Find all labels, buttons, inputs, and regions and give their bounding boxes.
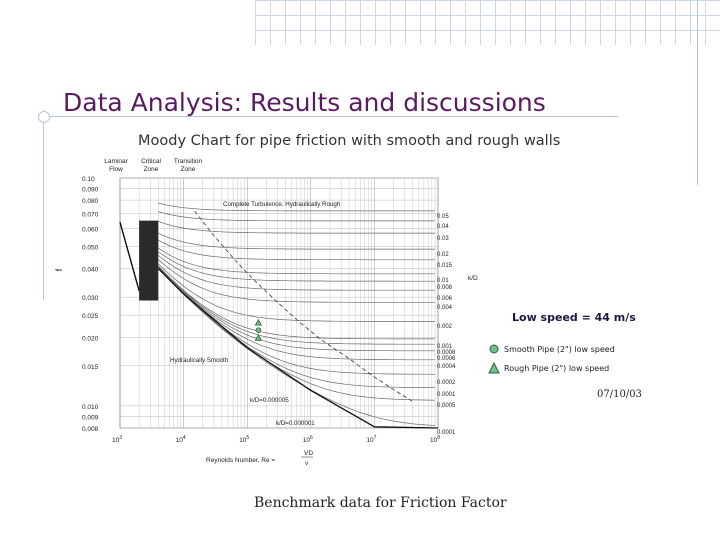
zone-label-laminar: Laminar [104, 158, 128, 165]
roughness-curve [158, 211, 435, 222]
y-tick-label: 0.050 [82, 245, 99, 252]
decorative-grid [255, 0, 720, 45]
triangle-marker-icon [488, 361, 500, 374]
roughness-tick-label: 0.004 [437, 305, 453, 311]
data-point-rough [254, 318, 263, 326]
roughness-tick-label: 0.0004 [437, 364, 456, 370]
y-tick-label: 0.060 [82, 227, 99, 234]
data-point-smooth [255, 327, 262, 333]
roughness-tick-label: 0.01 [437, 278, 449, 284]
roughness-curve [158, 232, 435, 250]
smooth-pipe-curve [157, 268, 439, 429]
roughness-tick-label: 0.002 [437, 324, 453, 330]
roughness-tick-label: 0.0002 [437, 380, 456, 386]
y-tick-label: 0.025 [82, 313, 99, 320]
roughness-curve [158, 265, 435, 345]
x-tick-label: 107 [366, 435, 376, 444]
y-tick-label: 0.070 [82, 211, 99, 218]
roughness-tick-label: 0.02 [437, 252, 449, 258]
roughness-axis-label: k/D [468, 275, 478, 282]
roughness-curve [158, 267, 435, 375]
roughness-curve [158, 202, 435, 212]
data-point-rough [254, 333, 263, 341]
x-axis-label-fraction: VD [304, 450, 313, 457]
y-tick-label: 0.080 [82, 198, 99, 205]
roughness-curve [158, 267, 436, 426]
plot-frame [119, 177, 439, 429]
slide-subtitle: Moody Chart for pipe friction with smoot… [138, 133, 561, 149]
x-tick-label: 105 [239, 435, 249, 444]
x-tick-label: 103 [112, 435, 122, 444]
roughness-tick-label: 0.001 [437, 344, 453, 350]
zone-label-critical: Zone [144, 166, 159, 173]
zone-label-transition: Zone [181, 166, 196, 173]
y-axis-label: f [54, 268, 64, 271]
roughness-tick-label: 0.0001 [437, 430, 456, 436]
x-tick-label: 108 [430, 435, 440, 444]
roughness-curve [158, 259, 435, 303]
roughness-curve [158, 255, 435, 291]
legend-item-smooth: Smooth Pipe (2") low speed [488, 342, 615, 356]
y-tick-label: 0.009 [82, 414, 99, 421]
moody-chart: 0.10 0.090 0.080 0.070 0.060 0.050 0.040 0.030 0… [54, 158, 478, 467]
y-tick-label: 0.030 [82, 295, 99, 302]
slide-date: 07/10/03 [597, 389, 642, 400]
y-tick-label: 0.090 [82, 186, 99, 193]
roughness-tick-label: 0.04 [437, 224, 449, 230]
y-tick-label: 0.10 [82, 176, 95, 183]
circle-marker-icon [489, 344, 499, 354]
annotation-complete-turbulence: Complete Turbulence, Hydraulically Rough [223, 201, 341, 208]
zone-label-laminar: Flow [109, 166, 123, 173]
roughness-tick-label: 0.0001 [437, 392, 456, 398]
roughness-tick-label: 0.03 [437, 236, 449, 242]
legend-label: Rough Pipe (2") low speed [504, 363, 610, 373]
y-tick-label: 0.020 [82, 335, 99, 342]
y-tick-label: 0.010 [82, 404, 99, 411]
roughness-curve [158, 221, 435, 234]
roughness-curve [158, 265, 435, 340]
roughness-curve [158, 266, 435, 352]
legend-label: Smooth Pipe (2") low speed [504, 344, 615, 354]
slide-title: Data Analysis: Results and discussions [63, 88, 546, 117]
roughness-tick-label: 0.0006 [437, 356, 456, 362]
x-axis-label-fraction: v [305, 460, 309, 467]
complete-turbulence-boundary [194, 210, 413, 402]
laminar-line [119, 221, 140, 291]
roughness-tick-label: 0.05 [437, 214, 449, 220]
slide-caption: Benchmark data for Friction Factor [254, 495, 507, 511]
critical-zone-band [139, 220, 159, 301]
zone-label-transition: Transition [174, 158, 203, 165]
y-tick-label: 0.040 [82, 267, 99, 274]
y-tick-label: 0.008 [82, 426, 99, 433]
decorative-line [697, 0, 698, 185]
x-axis-label: Reynolds Number, Re = [206, 457, 275, 464]
roughness-curve [158, 263, 435, 322]
roughness-curve [158, 247, 435, 275]
legend-item-rough: Rough Pipe (2") low speed [488, 361, 609, 375]
annotation-kd-1e-6: k/D=0.000001 [276, 420, 315, 427]
roughness-curve [158, 239, 435, 261]
roughness-tick-label: 0.0008 [437, 350, 456, 356]
x-tick-label: 106 [303, 435, 313, 444]
roughness-tick-label: 0.008 [437, 285, 453, 291]
title-underline [38, 116, 618, 117]
decorative-circle [38, 111, 50, 123]
roughness-tick-label: 0.006 [437, 296, 453, 302]
roughness-curve [158, 251, 435, 282]
roughness-tick-label: 0.015 [437, 263, 453, 269]
roughness-tick-label: 0.0005 [437, 403, 456, 409]
annotation-kd-5e-6: k/D=0.000005 [250, 397, 289, 404]
x-tick-label: 104 [176, 435, 186, 444]
y-tick-label: 0.015 [82, 364, 99, 371]
annotation-hydraulically-smooth: Hydraulically Smooth [170, 357, 229, 364]
zone-label-critical: Critical [141, 158, 161, 165]
decorative-line [43, 110, 44, 300]
legend-title: Low speed = 44 m/s [512, 311, 636, 324]
